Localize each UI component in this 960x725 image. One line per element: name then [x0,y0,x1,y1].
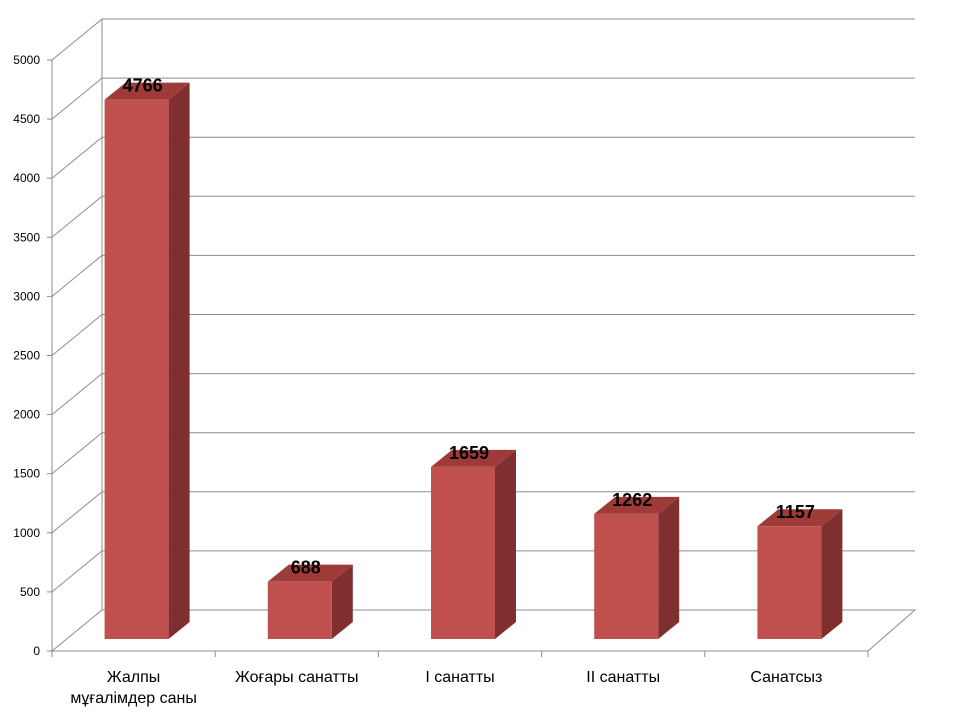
bar [104,99,169,639]
bar [594,513,659,639]
x-tick-label: мұғалімдер саны [70,690,196,707]
y-tick-label: 2500 [13,349,40,363]
y-tick-label: 5000 [13,53,40,67]
bar-top [594,496,680,514]
bar-side [331,564,353,639]
data-label: 1659 [449,443,489,463]
y-tick-label: 3000 [13,289,40,303]
y-tick-label: 1000 [13,526,40,540]
y-tick-label: 0 [33,644,40,658]
y-tick-label: 500 [20,585,40,599]
bar-top [267,564,353,582]
x-tick-label: Санатсыз [750,669,822,686]
bars-layer [104,82,843,639]
x-tick-label: II санатты [586,669,660,686]
bar-side [168,82,190,639]
x-tick-label: I санатты [425,669,494,686]
gridline [51,18,915,61]
y-tick-label: 2000 [13,408,40,422]
bar-side [821,509,843,639]
bar [267,581,332,639]
bar [757,526,822,639]
bar-top [757,509,843,527]
bar-side [495,449,516,639]
x-tick-labels: Жалпы мұғалімдер саны Жоғары санатты I сана… [70,669,822,707]
axis-layer [47,19,917,657]
y-tick-label: 4500 [13,112,40,126]
data-label: 688 [291,558,321,578]
data-label: 4766 [123,76,163,96]
y-tick-labels: 0 500 1000 1500 2000 2500 3000 3500 4000 4500 5000 [13,53,40,658]
bar [431,466,495,639]
data-label: 1262 [612,490,652,510]
data-label: 1157 [776,502,815,522]
bar-top [104,82,190,100]
y-tick-label: 3500 [13,230,40,244]
data-labels-layer: 4766 688 1659 1262 1157 [123,76,815,578]
x-tick-label: Жоғары санатты [235,669,359,686]
y-tick-label: 4000 [13,171,40,185]
x-tick-label: Жалпы [107,669,160,686]
bar-side [658,496,680,639]
y-tick-label: 1500 [13,467,40,481]
bar-top [431,449,516,467]
